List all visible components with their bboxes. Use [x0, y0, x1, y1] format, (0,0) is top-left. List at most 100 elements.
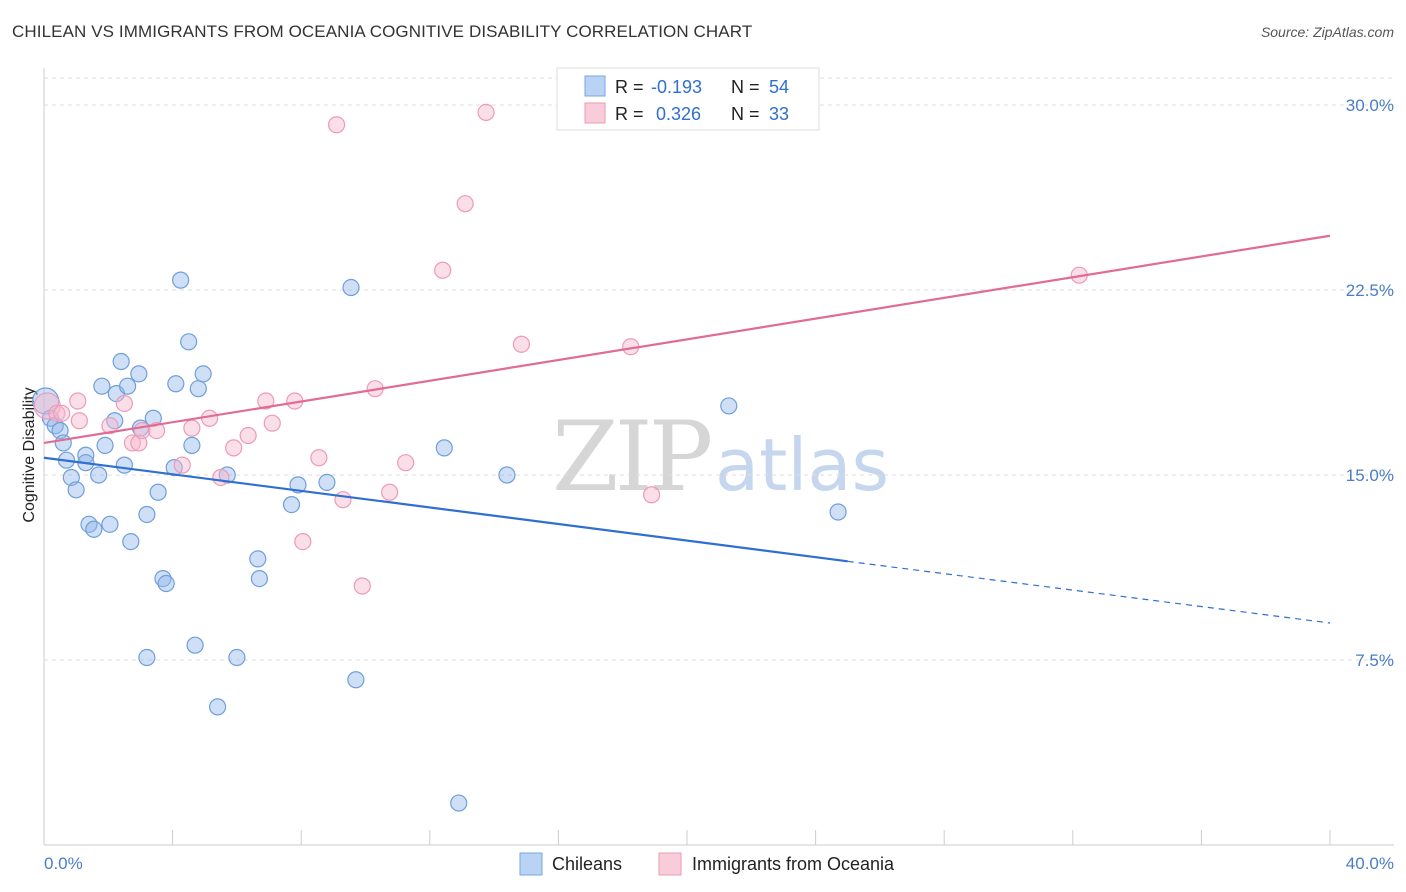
legend-n-label-1: N = [731, 77, 760, 97]
chileans-point-11 [85, 520, 103, 538]
oceania-point-28 [434, 261, 452, 279]
oceania-point-6 [115, 394, 133, 413]
chileans-point-18 [112, 352, 130, 371]
oceania-point-10 [147, 422, 166, 440]
chileans-point-47 [347, 671, 365, 689]
legend-n-label-2: N = [731, 104, 760, 124]
oceania-point-20 [294, 532, 312, 551]
chileans-point-25 [138, 505, 156, 524]
chileans-point-28 [154, 569, 172, 588]
bottom-legend-swatch-oceania [658, 852, 682, 876]
y-tick-label-0: 7.5% [1355, 651, 1394, 670]
chileans-trend-line-extrapolated [847, 560, 1331, 624]
chileans-point-38 [209, 698, 227, 716]
chileans-point-12 [90, 466, 108, 484]
chileans-point-50 [498, 466, 516, 484]
y-tick-labels: 7.5% 15.0% 22.5% 30.0% [1346, 96, 1394, 670]
oceania-point-21 [310, 449, 328, 467]
legend-swatch-chileans [584, 75, 606, 97]
chileans-point-13 [93, 377, 111, 395]
chileans-point-7 [67, 481, 85, 499]
oceania-point-22 [327, 116, 346, 134]
chileans-point-29 [157, 574, 175, 593]
chileans-point-34 [183, 436, 201, 454]
bottom-legend: Chileans Immigrants from Oceania [519, 852, 895, 876]
axes [43, 68, 1394, 846]
watermark: ZIP atlas [552, 401, 889, 513]
gridlines [44, 77, 1394, 661]
chileans-point-51 [720, 397, 738, 415]
oceania-point-5 [101, 417, 119, 435]
oceania-trend-line [43, 234, 1331, 445]
chileans-point-10 [80, 515, 98, 533]
y-tick-label-2: 22.5% [1346, 281, 1394, 300]
oceania-point-29 [456, 195, 474, 213]
x-tick-label-min: 0.0% [44, 854, 83, 873]
x-ticks [43, 830, 1331, 845]
chileans-point-33 [180, 333, 198, 351]
oceania-point-16 [239, 426, 257, 445]
chileans-point-21 [122, 532, 140, 551]
oceania-point-23 [334, 491, 352, 509]
bottom-legend-swatch-chileans [519, 852, 543, 876]
legend-swatch-oceania [584, 102, 606, 124]
legend-r-label-2: R = [615, 104, 644, 124]
legend-n-value-1: 54 [769, 77, 789, 97]
oceania-point-4 [70, 412, 88, 430]
chileans-point-36 [189, 380, 207, 398]
legend: R = -0.193 N = 54 R = 0.326 N = 33 [556, 67, 820, 131]
legend-n-value-2: 33 [769, 104, 789, 124]
chileans-point-32 [172, 271, 190, 289]
oceania-point-9 [133, 422, 151, 440]
source-credit: Source: ZipAtlas.com [1260, 24, 1394, 40]
chileans-trend-line [43, 456, 848, 563]
trend-lines [43, 234, 1331, 624]
oceania-point-11 [173, 456, 191, 474]
bottom-legend-label-chileans: Chileans [552, 854, 622, 874]
legend-r-value-2: 0.326 [656, 104, 701, 124]
oceania-point-24 [353, 577, 371, 595]
chileans-point-19 [115, 456, 133, 474]
chileans-point-48 [435, 439, 453, 457]
oceania-point-18 [263, 414, 281, 432]
oceania-point-33 [643, 486, 661, 504]
data-points [32, 103, 1088, 812]
oceania-point-1 [48, 404, 66, 422]
chileans-point-27 [149, 483, 167, 501]
watermark-atlas: atlas [715, 423, 889, 507]
chileans-point-31 [167, 375, 185, 393]
chileans-point-15 [101, 515, 119, 533]
legend-r-label-1: R = [615, 77, 644, 97]
chileans-point-22 [130, 365, 148, 383]
oceania-point-3 [69, 392, 87, 410]
bottom-legend-label-oceania: Immigrants from Oceania [692, 854, 895, 874]
chileans-point-16 [106, 412, 124, 430]
chileans-point-49 [450, 794, 468, 812]
watermark-zip: ZIP [552, 401, 711, 513]
chileans-point-20 [118, 377, 137, 395]
legend-r-value-1: -0.193 [651, 77, 702, 97]
oceania-point-2 [53, 404, 71, 422]
x-tick-label-max: 40.0% [1346, 854, 1394, 873]
oceania-point-31 [512, 335, 531, 353]
y-tick-label-3: 30.0% [1346, 96, 1394, 115]
oceania-point-27 [397, 454, 415, 472]
y-axis-label: Cognitive Disability [21, 387, 38, 522]
oceania-point-14 [212, 468, 230, 487]
chileans-point-35 [186, 636, 204, 654]
chileans-point-41 [249, 550, 267, 568]
chileans-point-40 [228, 648, 246, 667]
chileans-point-45 [318, 473, 336, 491]
chileans-point-14 [96, 436, 114, 454]
chileans-point-52 [829, 503, 847, 521]
oceania-point-7 [123, 434, 142, 452]
oceania-point-30 [477, 103, 495, 122]
oceania-point-17 [257, 392, 275, 410]
chileans-point-43 [282, 496, 301, 514]
chileans-point-4 [54, 434, 72, 452]
oceania-point-15 [225, 439, 243, 457]
oceania-point-12 [183, 419, 201, 437]
chileans-point-24 [138, 648, 156, 667]
chileans-point-37 [194, 365, 212, 383]
